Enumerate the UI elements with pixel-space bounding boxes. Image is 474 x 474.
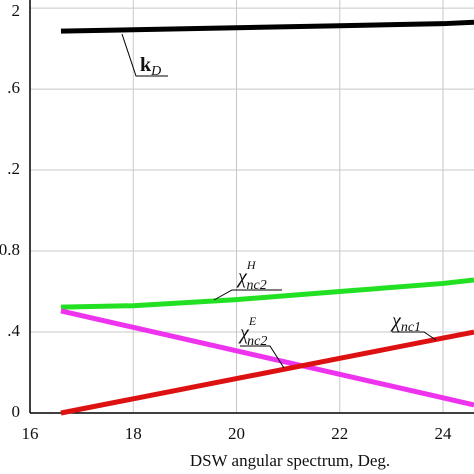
annotation-symbol: χ xyxy=(390,310,402,332)
x-tick-label: 24 xyxy=(435,424,453,443)
annotation: χE nc2 xyxy=(238,314,267,349)
y-tick-label: 2 xyxy=(12,1,21,20)
annotation-sup: E xyxy=(248,314,257,328)
x-tick-label: 18 xyxy=(125,424,142,443)
y-tick-label: .2 xyxy=(7,159,20,178)
annotation-leader xyxy=(121,33,168,77)
annotation-sub: D xyxy=(150,64,161,79)
series-line xyxy=(60,19,474,34)
x-tick-label: 16 xyxy=(22,424,39,443)
y-tick-label: 0 xyxy=(12,402,21,421)
annotation-symbol: χ xyxy=(236,266,248,288)
series-line xyxy=(60,277,474,310)
annotation: χnc1 xyxy=(390,310,421,336)
annotation-leader xyxy=(213,289,282,301)
x-tick-label: 20 xyxy=(228,424,245,443)
series-line xyxy=(60,329,474,416)
annotation-sub: nc2 xyxy=(247,334,267,349)
annotation: χH nc2 xyxy=(236,258,267,293)
y-tick-label: .4 xyxy=(7,321,20,340)
annotation: kD xyxy=(140,54,161,80)
y-tick-label: 0.8 xyxy=(0,240,20,259)
annotation-symbol: χ xyxy=(238,322,250,344)
annotation-leader xyxy=(240,345,285,369)
annotation-leader xyxy=(392,331,437,341)
annotation-sup: H xyxy=(246,258,257,272)
x-tick-label: 22 xyxy=(331,424,348,443)
annotation-sub: nc1 xyxy=(401,320,421,335)
annotation-symbol: k xyxy=(140,54,152,76)
x-axis-label: DSW angular spectrum, Deg. xyxy=(190,451,390,470)
annotation-sub: nc2 xyxy=(246,278,266,293)
y-tick-label: .6 xyxy=(7,78,20,97)
series-line xyxy=(60,308,474,408)
